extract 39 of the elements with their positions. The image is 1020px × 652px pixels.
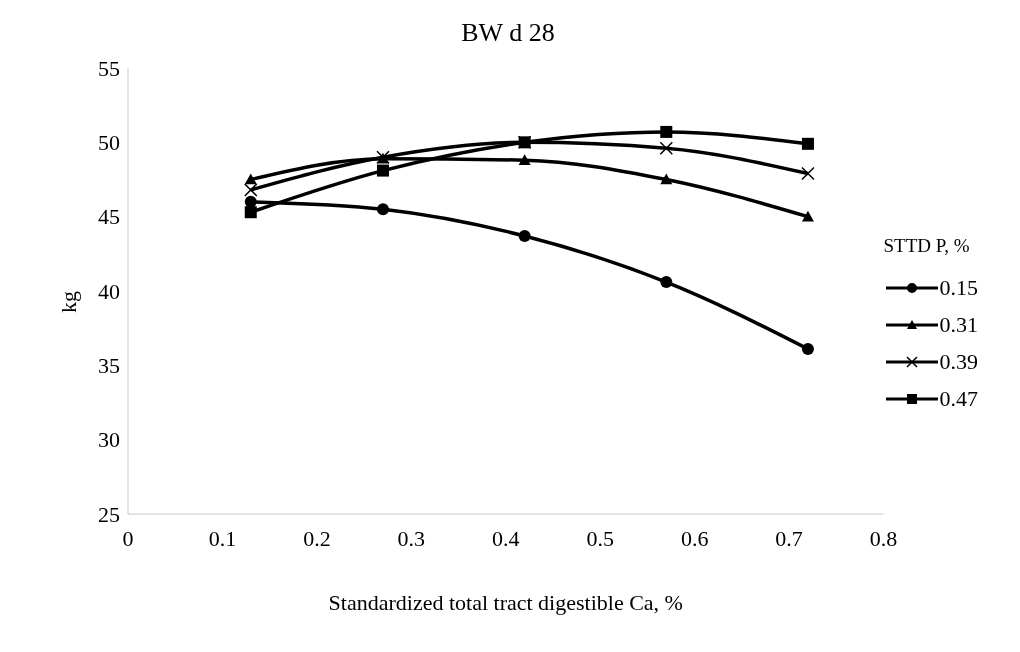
x-tick-label: 0.2: [303, 525, 331, 551]
x-tick-label: 0.1: [208, 525, 237, 551]
y-axis-title: kg: [55, 291, 81, 313]
point: [801, 210, 814, 222]
point: [660, 125, 673, 138]
y-tick-label: 25: [98, 501, 120, 527]
legend-label: 0.15: [939, 274, 978, 301]
y-tick-label: 45: [98, 204, 120, 230]
point: [801, 137, 814, 150]
point: [801, 342, 814, 355]
y-tick-label: 50: [98, 130, 120, 156]
y-tick-label: 40: [98, 278, 120, 304]
y-tick-label: 30: [98, 427, 120, 453]
x-tick-label: 0.7: [775, 525, 803, 551]
point: [244, 206, 257, 219]
x-tick-label: 0: [122, 525, 134, 551]
x-axis-title: Standardized total tract digestible Ca, %: [328, 589, 683, 615]
point: [244, 173, 257, 185]
point: [518, 154, 531, 165]
y-tick-label: 35: [98, 353, 120, 379]
point: [660, 173, 673, 185]
chart-title: BW d 28: [460, 18, 556, 48]
legend-label: 0.39: [939, 348, 978, 375]
y-tick-label: 55: [98, 55, 120, 81]
point: [376, 203, 389, 216]
legend-label: 0.47: [939, 385, 978, 412]
x-tick-label: 0.8: [869, 525, 898, 551]
point: [244, 183, 258, 197]
point: [660, 276, 673, 289]
legend-label: 0.31: [939, 311, 978, 338]
point: [518, 229, 531, 242]
point: [376, 164, 389, 177]
x-tick-label: 0.5: [586, 525, 614, 551]
x-tick-label: 0.3: [397, 525, 426, 551]
point: [801, 166, 815, 181]
legend-title: STTD P, %: [883, 235, 971, 257]
point: [659, 141, 674, 156]
x-tick-label: 0.4: [492, 525, 520, 551]
x-tick-label: 0.6: [680, 525, 709, 551]
